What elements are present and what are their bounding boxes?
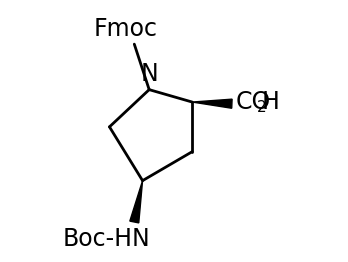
Text: Boc-HN: Boc-HN: [62, 227, 150, 250]
Text: Fmoc: Fmoc: [94, 17, 158, 41]
Text: H: H: [261, 90, 279, 114]
Polygon shape: [130, 181, 143, 223]
Text: CO: CO: [235, 90, 270, 114]
Polygon shape: [192, 99, 232, 108]
Text: 2: 2: [257, 100, 267, 114]
Text: N: N: [140, 62, 158, 86]
